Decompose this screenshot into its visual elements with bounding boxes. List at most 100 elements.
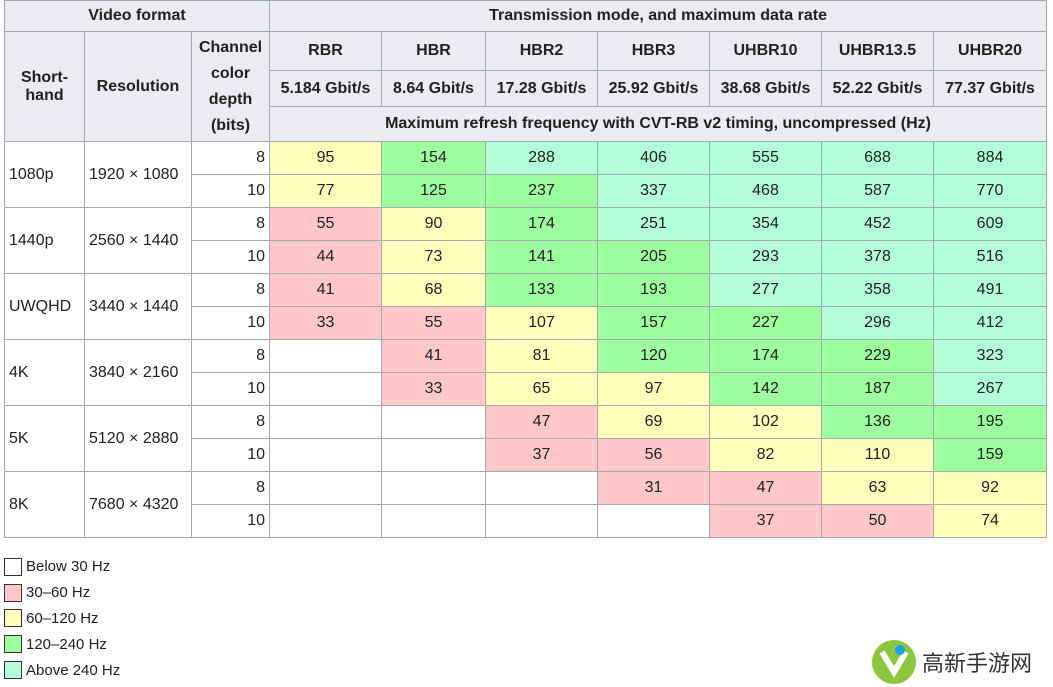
watermark-logo — [872, 640, 916, 684]
refresh-value: 97 — [597, 372, 710, 406]
refresh-value: 378 — [821, 240, 934, 274]
depth: 8 — [191, 405, 270, 439]
refresh-table: Video format Transmission mode, and maxim… — [4, 0, 1048, 538]
depth: 10 — [191, 174, 270, 208]
mode-rate: 8.64 Gbit/s — [381, 70, 486, 107]
refresh-value: 55 — [381, 306, 486, 340]
empty-cell — [269, 405, 382, 439]
refresh-value: 41 — [269, 273, 382, 307]
refresh-value: 412 — [932, 306, 1048, 340]
legend-swatch — [4, 583, 22, 602]
refresh-value: 491 — [932, 273, 1048, 307]
refresh-value: 55 — [269, 207, 382, 241]
empty-cell — [269, 372, 382, 406]
refresh-value: 193 — [597, 273, 710, 307]
mode-rate: 5.184 Gbit/s — [269, 70, 382, 107]
legend-item: Above 240 Hz — [4, 657, 120, 683]
refresh-value: 288 — [485, 141, 598, 175]
refresh-value: 205 — [597, 240, 710, 274]
legend-swatch — [4, 661, 22, 680]
mode-name: HBR — [381, 31, 486, 71]
mode-name: HBR2 — [485, 31, 598, 71]
depth: 8 — [191, 273, 270, 307]
depth: 8 — [191, 471, 270, 505]
refresh-value: 159 — [932, 438, 1048, 472]
mode-rate: 52.22 Gbit/s — [821, 70, 934, 107]
legend-item: Below 30 Hz — [4, 554, 120, 580]
refresh-value: 37 — [485, 438, 598, 472]
mode-rate: 17.28 Gbit/s — [485, 70, 598, 107]
refresh-value: 609 — [932, 207, 1048, 241]
refresh-value: 56 — [597, 438, 710, 472]
data-row: 10 33 65 97 142 187 267 — [5, 372, 1048, 406]
refresh-value: 37 — [709, 504, 822, 538]
refresh-value: 90 — [381, 207, 486, 241]
refresh-value: 358 — [821, 273, 934, 307]
header-row: 5.184 Gbit/s 8.64 Gbit/s 17.28 Gbit/s 25.92… — [5, 70, 1048, 107]
data-row: 1080p 1920 × 1080 8 95 154 288 406 555 688 884 — [4, 141, 1048, 208]
mode-rate: 25.92 Gbit/s — [597, 70, 710, 107]
legend-swatch — [4, 557, 22, 576]
depth: 10 — [191, 240, 270, 274]
empty-cell — [269, 471, 382, 505]
mode-rate: 77.37 Gbit/s — [932, 70, 1048, 107]
resolution: 2560 × 1440 — [84, 207, 192, 274]
header-cell: Maximum refresh frequency with CVT-RB v2… — [268, 106, 1048, 142]
refresh-value: 102 — [709, 405, 822, 439]
refresh-value: 92 — [932, 471, 1048, 505]
empty-cell — [269, 504, 382, 538]
refresh-value: 406 — [597, 141, 710, 175]
refresh-value: 251 — [597, 207, 710, 241]
mode-name: UHBR10 — [709, 31, 822, 71]
refresh-value: 120 — [597, 339, 710, 373]
empty-cell — [381, 504, 486, 538]
data-row: 8K 7680 × 4320 8 31 47 63 92 — [4, 471, 1048, 538]
mode-name: UHBR13.5 — [821, 31, 934, 71]
header-cell: Short-hand — [4, 31, 85, 142]
refresh-value: 688 — [821, 141, 934, 175]
watermark: 高新手游网 — [870, 638, 1032, 686]
refresh-value: 31 — [597, 471, 710, 505]
resolution: 1920 × 1080 — [84, 141, 192, 208]
refresh-value: 587 — [821, 174, 934, 208]
legend-item: 120–240 Hz — [4, 631, 120, 657]
refresh-value: 187 — [821, 372, 934, 406]
refresh-value: 33 — [269, 306, 382, 340]
refresh-value: 69 — [597, 405, 710, 439]
depth: 8 — [191, 141, 270, 175]
resolution: 3440 × 1440 — [84, 273, 192, 340]
refresh-value: 81 — [485, 339, 598, 373]
header-cell: Resolution — [84, 31, 192, 142]
legend-swatch — [4, 635, 22, 654]
refresh-value: 107 — [485, 306, 598, 340]
data-row: 10 37 50 74 — [5, 504, 1048, 538]
empty-cell — [597, 504, 710, 538]
refresh-value: 63 — [821, 471, 934, 505]
data-row: 5K 5120 × 2880 8 47 69 102 136 195 — [4, 405, 1048, 472]
legend-label: Below 30 Hz — [26, 558, 111, 576]
refresh-value: 770 — [932, 174, 1048, 208]
refresh-value: 296 — [821, 306, 934, 340]
empty-cell — [381, 471, 486, 505]
legend: Below 30 Hz 30–60 Hz 60–120 Hz 120–240 Hz Ab… — [4, 554, 120, 683]
refresh-value: 267 — [932, 372, 1048, 406]
depth: 10 — [191, 438, 270, 472]
refresh-value: 154 — [381, 141, 486, 175]
data-row: 10 44 73 141 205 293 378 516 — [5, 240, 1048, 274]
legend-item: 60–120 Hz — [4, 606, 120, 632]
refresh-value: 141 — [485, 240, 598, 274]
legend-swatch — [4, 609, 22, 628]
resolution: 5120 × 2880 — [84, 405, 192, 472]
refresh-value: 227 — [709, 306, 822, 340]
data-row: 1440p 2560 × 1440 8 55 90 174 251 354 452 609 — [4, 207, 1048, 274]
header-row: Video format Transmission mode, and maxim… — [4, 0, 1048, 32]
refresh-value: 323 — [932, 339, 1048, 373]
refresh-value: 293 — [709, 240, 822, 274]
refresh-value: 95 — [269, 141, 382, 175]
refresh-value: 77 — [269, 174, 382, 208]
refresh-value: 555 — [709, 141, 822, 175]
refresh-value: 452 — [821, 207, 934, 241]
legend-label: 30–60 Hz — [26, 584, 91, 602]
data-row: 10 37 56 82 110 159 — [5, 438, 1048, 472]
